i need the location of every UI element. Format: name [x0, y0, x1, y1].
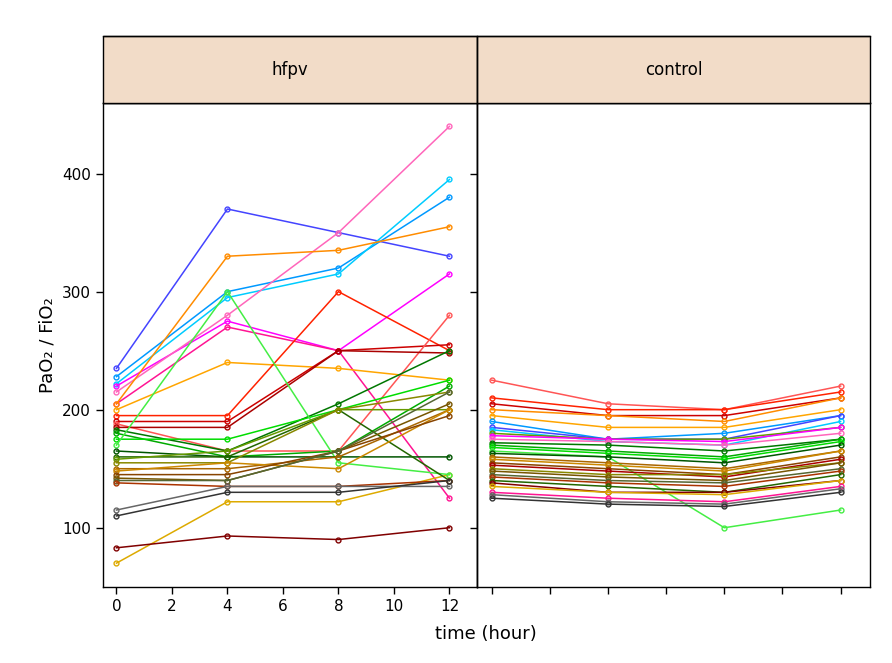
Text: time (hour): time (hour) [435, 625, 537, 643]
Text: control: control [645, 60, 702, 79]
Text: hfpv: hfpv [271, 60, 309, 79]
Y-axis label: PaO₂ / FiO₂: PaO₂ / FiO₂ [38, 297, 56, 392]
